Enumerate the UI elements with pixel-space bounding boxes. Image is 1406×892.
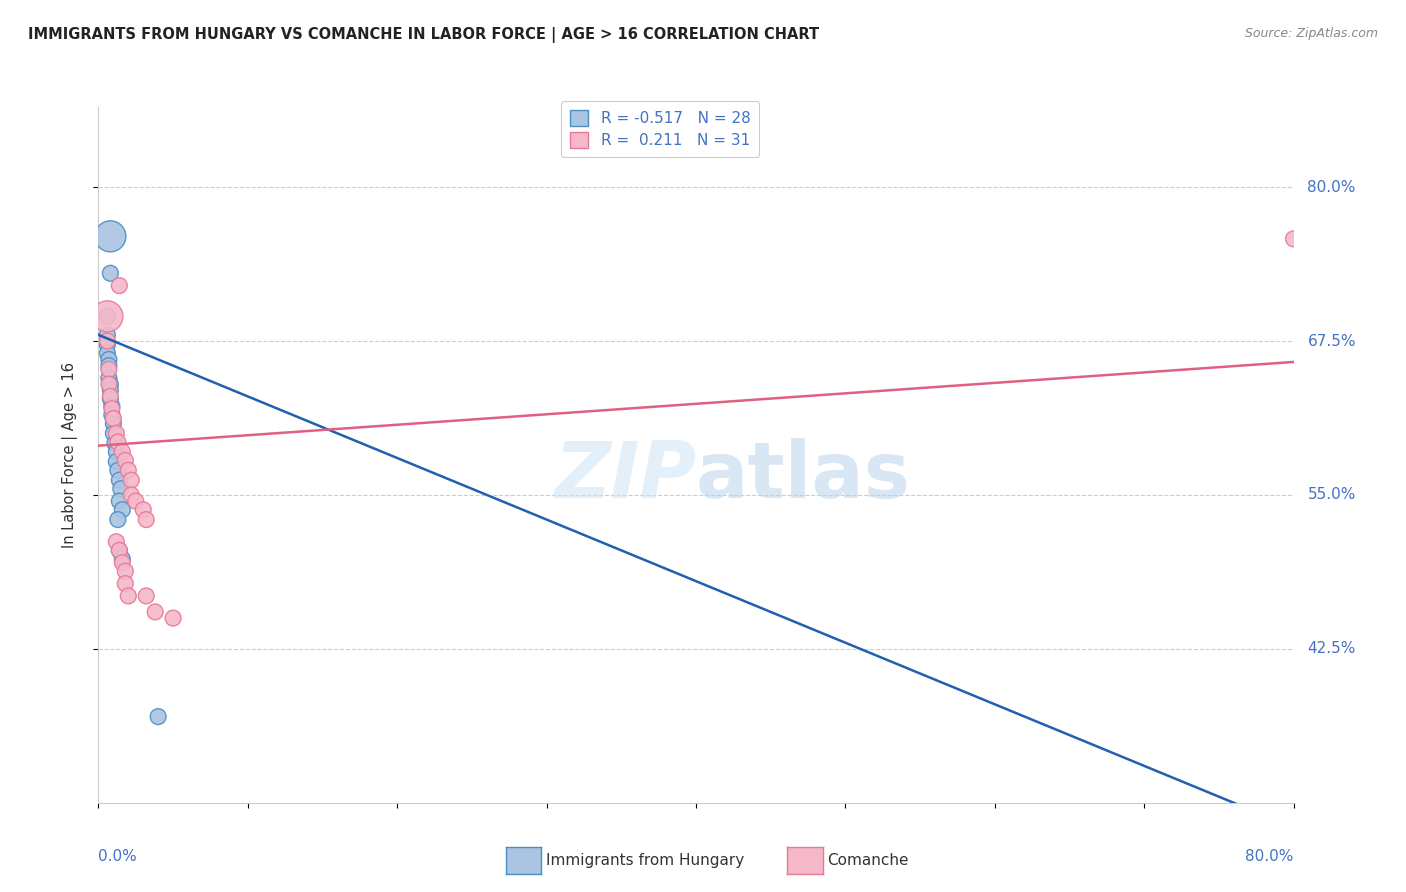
Point: [135, 512, 157, 526]
Point: [101, 399, 124, 413]
Text: 0.0%: 0.0%: [98, 849, 138, 863]
Point: [98, 229, 122, 244]
Point: [98, 266, 122, 280]
Text: 42.5%: 42.5%: [1308, 641, 1355, 657]
Point: [125, 494, 148, 508]
Point: [117, 463, 139, 477]
Point: [162, 611, 184, 625]
Point: [1282, 232, 1305, 246]
Point: [111, 502, 134, 516]
Text: 67.5%: 67.5%: [1308, 334, 1355, 349]
Text: atlas: atlas: [696, 438, 911, 514]
Text: 80.0%: 80.0%: [1308, 179, 1355, 194]
Point: [96, 310, 118, 324]
Point: [108, 543, 131, 558]
Text: Comanche: Comanche: [827, 854, 908, 868]
Legend: R = -0.517   N = 28, R =  0.211   N = 31: R = -0.517 N = 28, R = 0.211 N = 31: [561, 101, 759, 157]
Point: [96, 334, 118, 348]
Point: [105, 534, 128, 549]
Point: [105, 455, 128, 469]
Point: [96, 346, 118, 360]
Point: [97, 359, 120, 373]
Point: [111, 556, 134, 570]
Point: [114, 576, 136, 591]
Point: [110, 482, 132, 496]
Point: [103, 426, 125, 441]
Point: [135, 589, 157, 603]
Point: [96, 310, 118, 324]
Point: [101, 408, 124, 422]
Text: Immigrants from Hungary: Immigrants from Hungary: [546, 854, 744, 868]
Text: 55.0%: 55.0%: [1308, 487, 1355, 502]
Point: [108, 473, 131, 487]
Point: [143, 605, 166, 619]
Point: [97, 371, 120, 385]
Point: [148, 709, 170, 723]
Point: [101, 401, 124, 416]
Point: [108, 278, 131, 293]
Text: ZIP: ZIP: [554, 438, 696, 514]
Point: [111, 552, 134, 566]
Point: [107, 435, 129, 450]
Point: [120, 473, 142, 487]
Point: [105, 445, 128, 459]
Point: [107, 512, 129, 526]
Point: [97, 377, 120, 392]
Point: [105, 426, 128, 441]
Point: [103, 411, 125, 425]
Point: [104, 436, 127, 450]
Point: [117, 589, 139, 603]
Text: IMMIGRANTS FROM HUNGARY VS COMANCHE IN LABOR FORCE | AGE > 16 CORRELATION CHART: IMMIGRANTS FROM HUNGARY VS COMANCHE IN L…: [28, 27, 820, 43]
Point: [98, 384, 122, 398]
Point: [108, 494, 131, 508]
Y-axis label: In Labor Force | Age > 16: In Labor Force | Age > 16: [62, 362, 77, 548]
Point: [111, 445, 134, 459]
Point: [114, 564, 136, 578]
Point: [108, 543, 131, 558]
Point: [97, 362, 120, 376]
Point: [132, 502, 155, 516]
Text: Source: ZipAtlas.com: Source: ZipAtlas.com: [1244, 27, 1378, 40]
Point: [96, 327, 118, 342]
Point: [97, 352, 120, 367]
Point: [96, 337, 118, 351]
Point: [114, 453, 136, 467]
Point: [103, 417, 125, 431]
Point: [120, 488, 142, 502]
Point: [98, 389, 122, 403]
Point: [107, 463, 129, 477]
Point: [98, 392, 122, 406]
Point: [98, 377, 122, 392]
Text: 80.0%: 80.0%: [1246, 849, 1294, 863]
